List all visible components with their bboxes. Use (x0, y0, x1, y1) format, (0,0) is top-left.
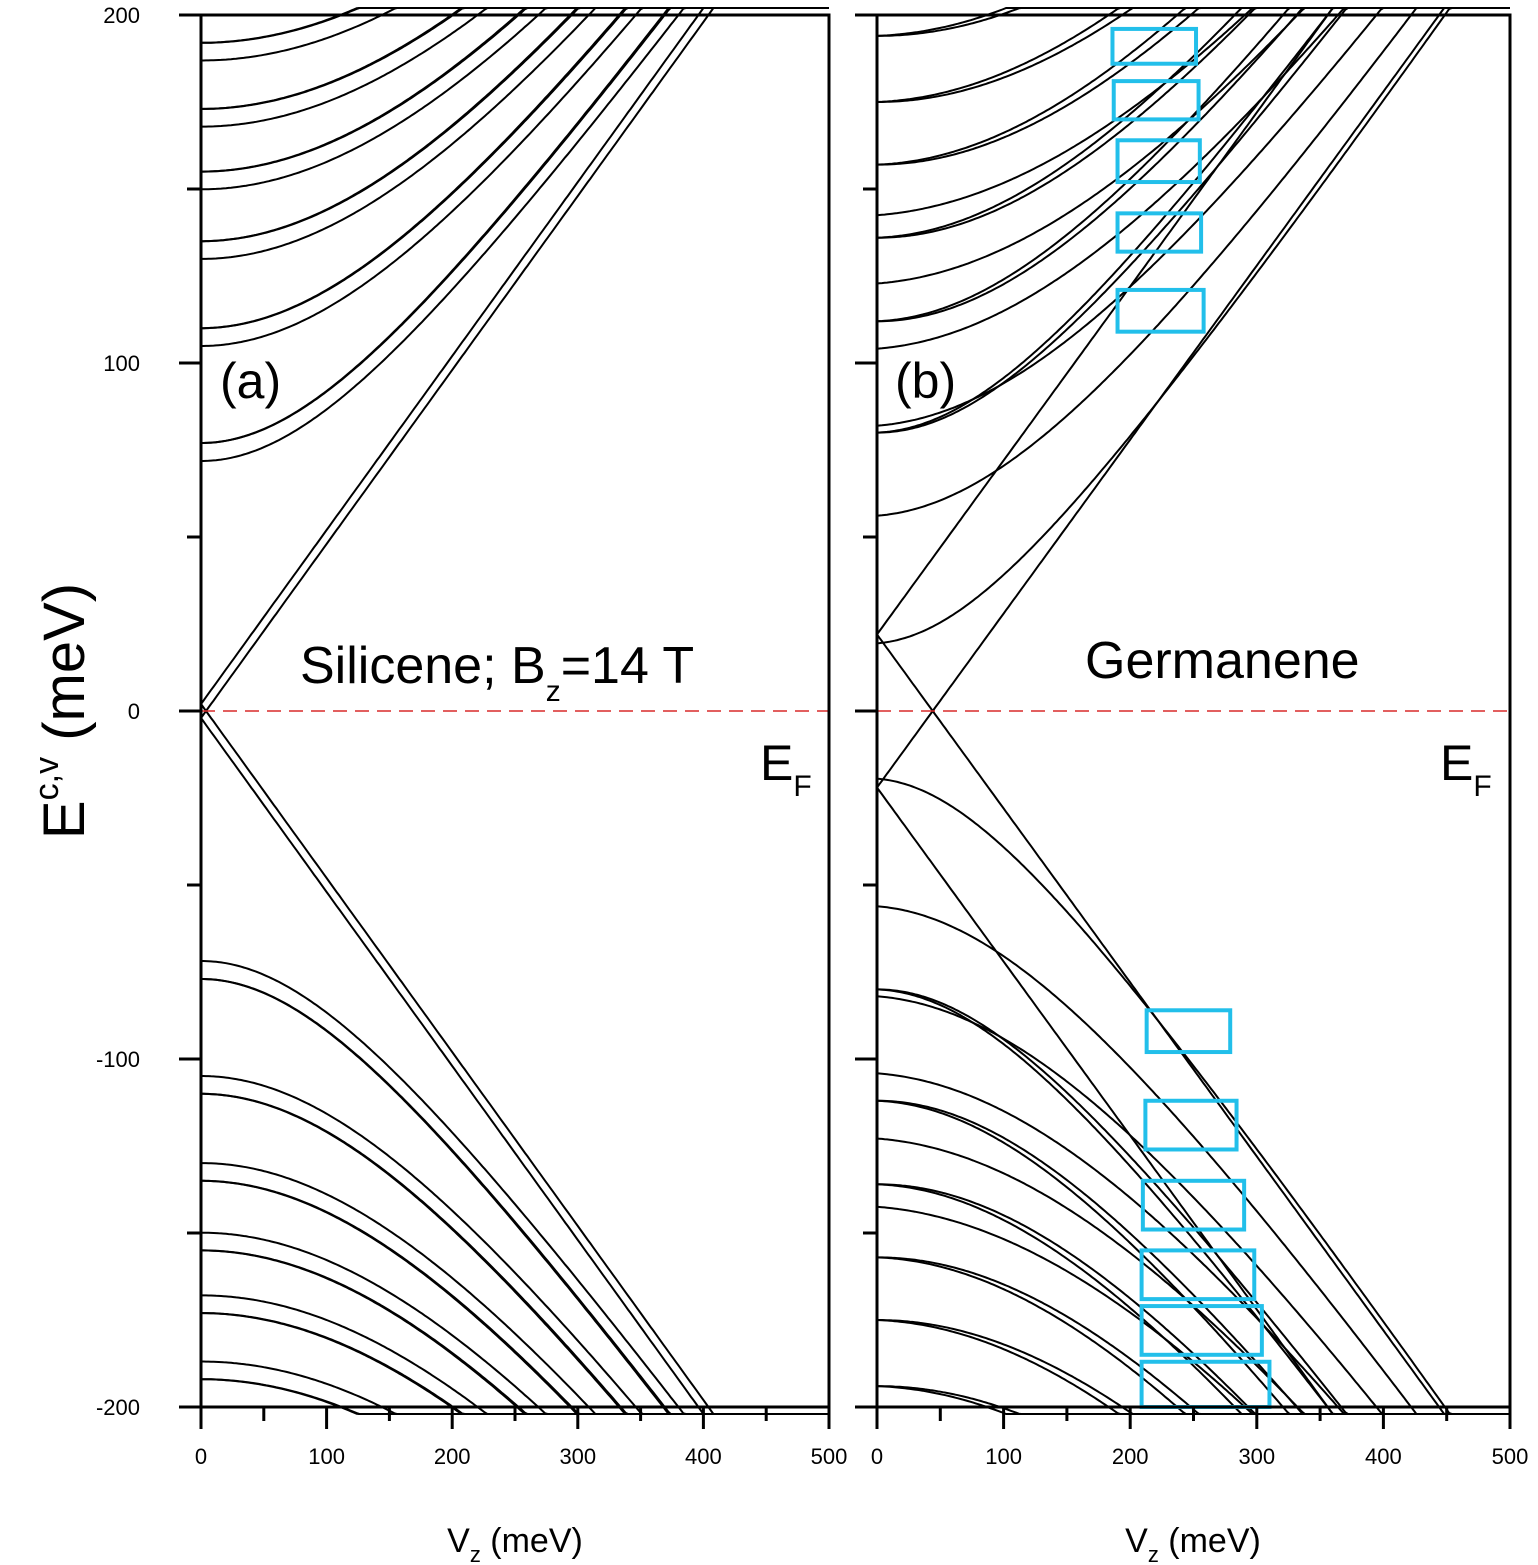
landau-level-curve (877, 7, 1510, 239)
landau-level-curve (201, 7, 829, 191)
landau-level-curve (876, 7, 1510, 517)
panel-a-material-label: Silicene; Bz=14 T (300, 637, 694, 708)
landau-level-curve (201, 7, 829, 444)
y-tick-label: -100 (96, 1047, 140, 1072)
highlight-box (1115, 211, 1204, 254)
highlight-box (1111, 79, 1201, 122)
landau-level-curve (201, 1249, 829, 1415)
highlight-box (1110, 26, 1199, 66)
landau-level-curve (200, 7, 829, 110)
y-tick-label: -200 (96, 1395, 140, 1420)
landau-level-curve (201, 1179, 829, 1415)
landau-level-curve (201, 7, 829, 260)
highlight-box (1140, 1178, 1247, 1232)
landau-level-curve (201, 7, 829, 243)
landau-level-curve (876, 7, 1510, 645)
panel-a-ticks: 0 100 200 300 400 500 200 100 0 -100 -200 (96, 3, 847, 1469)
landau-level-curve (201, 1075, 829, 1415)
panel-b-label: (b) (895, 353, 956, 409)
landau-level-curve (201, 7, 829, 444)
landau-level-curve (201, 7, 829, 462)
y-tick-label: 0 (128, 699, 140, 724)
landau-level-curve (201, 7, 829, 330)
landau-level-curve (201, 7, 829, 128)
x-tick-label: 100 (308, 1444, 345, 1469)
landau-level-curve (201, 1294, 829, 1415)
landau-level-curve (201, 1231, 829, 1415)
x-tick-label: 400 (685, 1444, 722, 1469)
x-tick-label: 0 (871, 1444, 883, 1469)
x-tick-label: 500 (811, 1444, 848, 1469)
landau-level-curve (201, 1092, 829, 1415)
highlight-box (1143, 1098, 1239, 1152)
x-tick-label: 500 (1492, 1444, 1529, 1469)
landau-level-curve (876, 1205, 1510, 1415)
landau-level-curve (201, 960, 829, 1415)
zero-mode-line (876, 633, 1510, 1415)
landau-level-curve (201, 1179, 829, 1415)
panel-b-material-label: Germanene (1085, 632, 1360, 690)
landau-level-curve (201, 7, 829, 347)
landau-level-curve (201, 7, 829, 330)
x-tick-label: 200 (1112, 1444, 1149, 1469)
y-axis-title: Ec,v (meV) (28, 583, 97, 839)
zero-mode-line (200, 7, 829, 719)
y-tick-label: 100 (103, 351, 140, 376)
highlight-box (1139, 1248, 1257, 1302)
panel-b: 0 100 200 300 400 500 (b) Germanene EF Vz (me… (855, 7, 1529, 1565)
x-tick-label: 400 (1365, 1444, 1402, 1469)
landau-level-curve (876, 7, 1510, 217)
highlight-box (1115, 287, 1206, 334)
x-tick-label: 300 (1238, 1444, 1275, 1469)
landau-level-curve (201, 7, 829, 173)
landau-level-curve (876, 905, 1510, 1415)
landau-level-curve (201, 1162, 829, 1415)
panel-b-xlabel: Vz (meV) (1125, 1522, 1261, 1565)
highlight-box (1144, 1008, 1233, 1055)
landau-level-curve (201, 7, 829, 44)
panel-b-ticks: 0 100 200 300 400 500 (855, 13, 1529, 1469)
landau-level-curve (201, 7, 829, 243)
landau-level-curve (201, 1249, 829, 1415)
landau-level-curve (201, 7, 829, 44)
landau-level-curve (876, 777, 1510, 1415)
landau-level-curve (201, 7, 829, 173)
landau-level-curve (200, 1312, 829, 1415)
panel-b-highlight-boxes (1110, 26, 1272, 1410)
landau-level-curve (201, 1092, 829, 1415)
highlight-box (1115, 138, 1202, 185)
x-tick-label: 100 (985, 1444, 1022, 1469)
zero-mode-line (876, 7, 1510, 635)
landau-level-curve (201, 7, 829, 62)
landau-level-curve (201, 978, 829, 1415)
highlight-box (1139, 1304, 1264, 1357)
zero-mode-line (876, 7, 1510, 789)
x-tick-label: 300 (559, 1444, 596, 1469)
landau-level-curve (876, 7, 1510, 239)
landau-level-curve (201, 978, 829, 1415)
panel-a: 0 100 200 300 400 500 200 100 0 -100 -200 (a) Sili… (96, 3, 847, 1565)
zero-mode-line (200, 703, 829, 1415)
x-tick-label: 0 (195, 1444, 207, 1469)
y-tick-label: 200 (103, 3, 140, 28)
landau-level-curve (876, 1256, 1510, 1415)
panel-b-fermi-label: EF (1440, 735, 1492, 803)
panel-a-curves (200, 7, 829, 1415)
panel-a-label: (a) (220, 353, 281, 409)
x-tick-label: 200 (434, 1444, 471, 1469)
panel-a-xlabel: Vz (meV) (447, 1522, 583, 1565)
landau-level-curve (877, 1256, 1510, 1415)
panel-a-fermi-label: EF (760, 735, 812, 803)
